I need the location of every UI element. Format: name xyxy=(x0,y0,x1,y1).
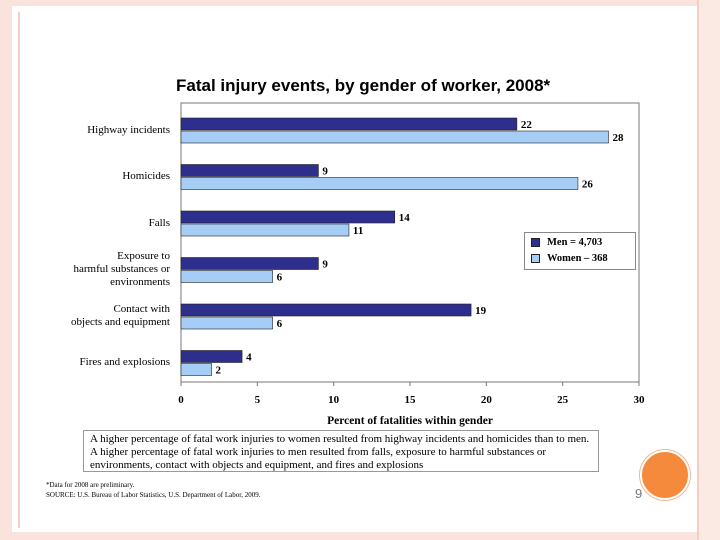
data-label-women: 28 xyxy=(612,132,624,144)
data-label-men: 9 xyxy=(322,166,328,178)
category-label: Homicides xyxy=(30,170,170,183)
data-label-men: 19 xyxy=(475,305,487,317)
x-tick-label: 30 xyxy=(634,394,646,406)
data-label-women: 6 xyxy=(277,318,283,330)
slide-border-right xyxy=(699,0,720,540)
legend-swatch-women xyxy=(531,254,540,264)
legend-item-men: Men = 4,703 xyxy=(531,236,602,250)
x-tick-label: 25 xyxy=(557,394,569,406)
data-label-men: 9 xyxy=(322,259,328,271)
decorative-circle xyxy=(640,450,690,500)
x-tick-label: 15 xyxy=(405,394,417,406)
category-label-line: Falls xyxy=(148,216,170,229)
category-label: Fires and explosions xyxy=(30,356,170,369)
data-label-women: 11 xyxy=(353,225,363,237)
slide-border-top xyxy=(0,0,720,6)
category-label-line: Homicides xyxy=(122,170,170,182)
category-label-line: Fires and explosions xyxy=(79,356,170,368)
footnote-source: SOURCE: U.S. Bureau of Labor Statistics,… xyxy=(46,491,261,499)
category-label: Contact with objects and equipment xyxy=(30,303,170,329)
category-label-line: harmful substances or xyxy=(73,263,170,275)
data-label-men: 14 xyxy=(399,212,411,224)
bar-men xyxy=(180,257,319,270)
bar-men xyxy=(180,303,472,317)
x-tick-label: 5 xyxy=(255,394,261,406)
x-axis-label: Percent of fatalities within gender xyxy=(327,415,493,427)
x-tick-label: 20 xyxy=(481,394,493,406)
category-label-line: environments xyxy=(110,276,170,288)
bar-women xyxy=(180,316,273,330)
legend-label-women: Women – 368 xyxy=(547,253,608,264)
bar-men xyxy=(180,164,319,177)
bar-men xyxy=(180,350,243,363)
category-label-line: objects and equipment xyxy=(71,316,170,328)
data-label-men: 22 xyxy=(521,119,533,131)
chart-title: Fatal injury events, by gender of worker… xyxy=(176,76,551,95)
legend-item-women: Women – 368 xyxy=(531,252,608,266)
category-label-line: Contact with xyxy=(113,303,170,315)
x-tick-label: 10 xyxy=(328,394,340,406)
bar-women xyxy=(180,270,273,283)
page-number: 9 xyxy=(635,486,643,501)
slide-border-left xyxy=(0,0,12,540)
category-label-line: Exposure to xyxy=(117,250,170,262)
bar-women xyxy=(180,130,609,144)
category-label: Highway incidents xyxy=(30,124,170,137)
x-tick-label: 0 xyxy=(178,394,184,406)
category-label: Falls xyxy=(30,217,170,230)
data-label-women: 6 xyxy=(277,272,283,284)
data-label-women: 26 xyxy=(582,179,594,191)
category-label-line: Highway incidents xyxy=(87,123,170,136)
legend-label-men: Men = 4,703 xyxy=(547,237,603,248)
bar-women xyxy=(180,177,579,190)
bar-men xyxy=(180,210,396,224)
summary-note: A higher percentage of fatal work injuri… xyxy=(83,430,599,472)
data-label-men: 4 xyxy=(246,352,252,364)
footnote-preliminary: *Data for 2008 are preliminary. xyxy=(46,481,135,489)
slide-frame-right xyxy=(697,0,699,540)
bar-women xyxy=(180,363,212,376)
bar-women xyxy=(180,223,350,237)
category-label: Exposure to harmful substances or environm… xyxy=(30,250,170,289)
data-label-women: 2 xyxy=(216,365,222,377)
bar-men xyxy=(180,117,518,131)
slide-border-bottom xyxy=(0,532,720,540)
slide-frame-left xyxy=(18,12,20,528)
chart-legend: Men = 4,703 Women – 368 xyxy=(524,232,636,270)
legend-swatch-men xyxy=(531,238,540,248)
